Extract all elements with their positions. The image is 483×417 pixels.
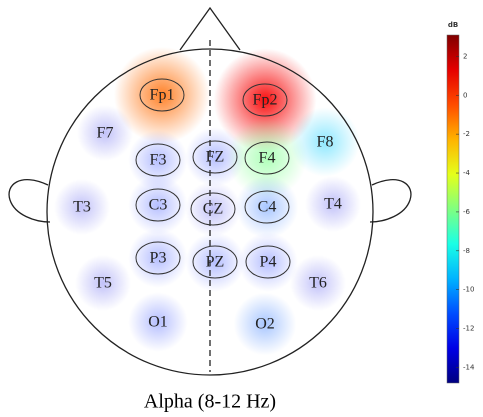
electrode-label: F8: [317, 134, 334, 151]
electrode-label: P3: [150, 250, 167, 267]
electrode-label: F3: [150, 152, 167, 169]
colorbar-label: dB: [448, 21, 458, 29]
colorbar-tick-label: -8: [463, 247, 470, 255]
electrode-label: F4: [259, 150, 276, 167]
electrode-label: T3: [73, 199, 91, 216]
right-ear: [370, 180, 411, 222]
electrode-label: Fp1: [150, 87, 175, 104]
electrode-label: O1: [148, 314, 168, 331]
electrode-label: Fp2: [253, 92, 278, 109]
chart: Fp1 Fp2 F7 F3 FZ F4 F8 T3 C3 CZ C4 T4 T5 P3 PZ P4 T6 O1 O2…: [0, 0, 483, 417]
chart-title: Alpha (8-12 Hz): [144, 391, 276, 413]
electrode-label: CZ: [203, 201, 223, 218]
electrode-label: C3: [149, 197, 168, 214]
electrode-label: T6: [309, 275, 327, 292]
electrode-label: P4: [260, 254, 277, 271]
electrode-label: PZ: [206, 254, 225, 271]
colorbar-tick-label: -4: [463, 169, 471, 177]
colorbar-tick-label: 0: [463, 91, 467, 99]
electrode-label: FZ: [206, 149, 225, 166]
electrode-label: T5: [94, 275, 112, 292]
electrode-label: T4: [324, 196, 342, 213]
colorbar-tick-label: 2: [463, 52, 467, 60]
left-ear: [9, 180, 50, 222]
colorbar-tick-label: -6: [463, 208, 471, 216]
colorbar-tick-label: -14: [463, 363, 475, 371]
electrode-label: O2: [255, 316, 275, 333]
electrode-label: F7: [97, 125, 114, 142]
colorbar-tick-label: -2: [463, 130, 470, 138]
colorbar-tick-label: -10: [463, 286, 474, 294]
electrode-label: C4: [258, 199, 277, 216]
colorbar: [447, 35, 459, 383]
colorbar-tick-label: -12: [463, 325, 474, 333]
